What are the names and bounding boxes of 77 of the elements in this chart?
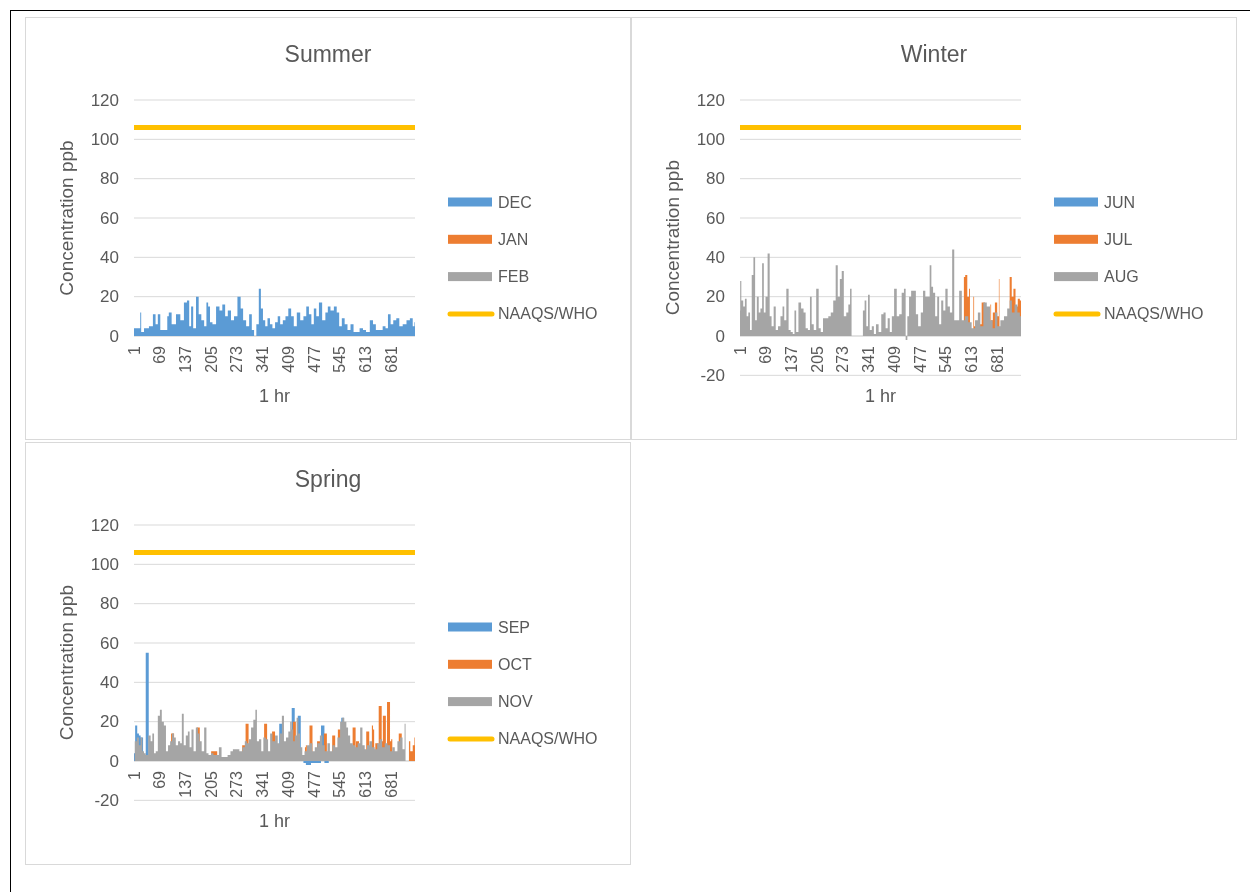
y-tick-label: -20 bbox=[94, 790, 119, 810]
x-tick-label: 613 bbox=[356, 345, 374, 373]
x-tick-label: 273 bbox=[228, 770, 246, 798]
x-tick-label: 681 bbox=[382, 770, 400, 798]
y-tick-label: 80 bbox=[100, 169, 119, 189]
y-tick-label: 80 bbox=[100, 594, 119, 614]
y-tick-label: 100 bbox=[696, 129, 725, 149]
x-tick-label: 205 bbox=[202, 770, 220, 798]
legend-label: OCT bbox=[498, 655, 532, 673]
x-axis-title: 1 hr bbox=[864, 386, 897, 406]
y-tick-label: 120 bbox=[696, 90, 725, 110]
y-tick-label: 0 bbox=[715, 326, 725, 346]
legend-label: JUL bbox=[1104, 230, 1133, 248]
legend-label: AUG bbox=[1104, 268, 1139, 286]
x-tick-label: 613 bbox=[356, 770, 374, 798]
x-tick-label: 545 bbox=[331, 770, 349, 798]
x-tick-label: 409 bbox=[279, 345, 297, 373]
y-tick-label: 40 bbox=[100, 672, 119, 692]
x-tick-label: 69 bbox=[151, 770, 169, 789]
x-tick-label: 613 bbox=[962, 345, 980, 373]
legend-label: NOV bbox=[498, 693, 533, 711]
x-tick-label: 137 bbox=[176, 345, 194, 373]
x-axis-title: 1 hr bbox=[258, 386, 291, 406]
y-tick-label: 80 bbox=[706, 169, 725, 189]
x-tick-label: 341 bbox=[860, 345, 878, 373]
legend-label: JUN bbox=[1104, 193, 1136, 211]
y-axis-title: Concentration ppb bbox=[55, 585, 77, 741]
x-tick-label: 341 bbox=[254, 770, 272, 798]
y-tick-label: 40 bbox=[100, 247, 119, 267]
y-tick-label: 60 bbox=[100, 208, 119, 228]
legend-label: DEC bbox=[498, 193, 532, 211]
y-tick-label: 20 bbox=[100, 287, 119, 307]
y-tick-label: 120 bbox=[90, 515, 119, 535]
legend-label: SEP bbox=[498, 618, 531, 636]
y-tick-label: 0 bbox=[109, 326, 119, 346]
y-tick-label: 0 bbox=[109, 751, 119, 771]
y-tick-label: 60 bbox=[706, 208, 725, 228]
y-tick-label: 100 bbox=[90, 554, 119, 574]
legend-label: FEB bbox=[498, 268, 530, 286]
y-tick-label: -20 bbox=[700, 365, 725, 385]
y-tick-label: 20 bbox=[100, 712, 119, 732]
y-axis-title: Concentration ppb bbox=[661, 160, 683, 316]
x-tick-label: 273 bbox=[834, 345, 852, 373]
y-tick-label: 40 bbox=[706, 247, 725, 267]
chart-title: Summer bbox=[284, 41, 372, 67]
x-tick-label: 69 bbox=[757, 345, 775, 364]
legend-label: JAN bbox=[498, 230, 529, 248]
x-tick-label: 1 bbox=[125, 770, 143, 780]
x-tick-label: 477 bbox=[305, 345, 323, 373]
x-tick-label: 69 bbox=[151, 345, 169, 364]
legend-label: NAAQS/WHO bbox=[498, 730, 598, 748]
x-tick-label: 681 bbox=[382, 345, 400, 373]
x-tick-label: 273 bbox=[228, 345, 246, 373]
chart-title: Winter bbox=[900, 41, 968, 67]
x-tick-label: 477 bbox=[911, 345, 929, 373]
x-tick-label: 137 bbox=[782, 345, 800, 373]
x-tick-label: 205 bbox=[202, 345, 220, 373]
chart-title: Spring bbox=[294, 466, 362, 492]
x-tick-label: 409 bbox=[885, 345, 903, 373]
x-tick-label: 1 bbox=[731, 345, 749, 355]
x-tick-label: 545 bbox=[937, 345, 955, 373]
x-tick-label: 409 bbox=[279, 770, 297, 798]
legend-label: NAAQS/WHO bbox=[498, 305, 598, 323]
y-tick-label: 20 bbox=[706, 287, 725, 307]
x-tick-label: 477 bbox=[305, 770, 323, 798]
y-tick-label: 120 bbox=[90, 90, 119, 110]
legend-label: NAAQS/WHO bbox=[1104, 305, 1204, 323]
x-tick-label: 205 bbox=[808, 345, 826, 373]
x-tick-label: 137 bbox=[176, 770, 194, 798]
y-tick-label: 60 bbox=[100, 633, 119, 653]
y-tick-label: 100 bbox=[90, 129, 119, 149]
x-tick-label: 1 bbox=[125, 345, 143, 355]
y-axis-title: Concentration ppb bbox=[55, 140, 77, 296]
x-tick-label: 341 bbox=[254, 345, 272, 373]
x-axis-title: 1 hr bbox=[258, 811, 291, 831]
x-tick-label: 545 bbox=[331, 345, 349, 373]
x-tick-label: 681 bbox=[988, 345, 1006, 373]
